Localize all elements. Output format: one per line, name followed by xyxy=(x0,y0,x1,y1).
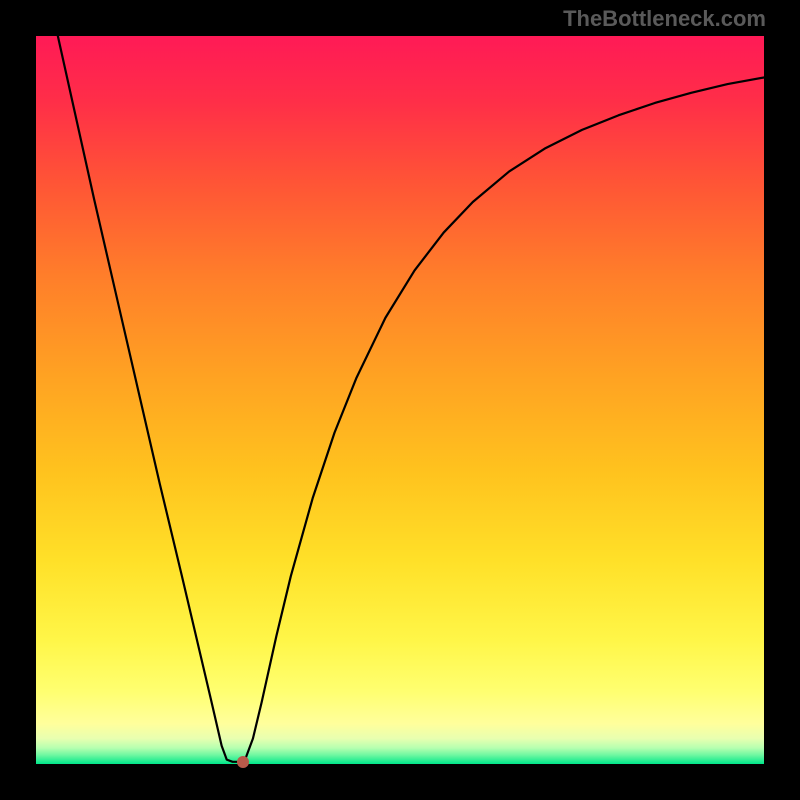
bottleneck-curve xyxy=(36,36,764,764)
optimal-point-marker xyxy=(237,756,249,768)
chart-frame: TheBottleneck.com xyxy=(0,0,800,800)
plot-area xyxy=(36,36,764,764)
watermark-text: TheBottleneck.com xyxy=(563,6,766,32)
